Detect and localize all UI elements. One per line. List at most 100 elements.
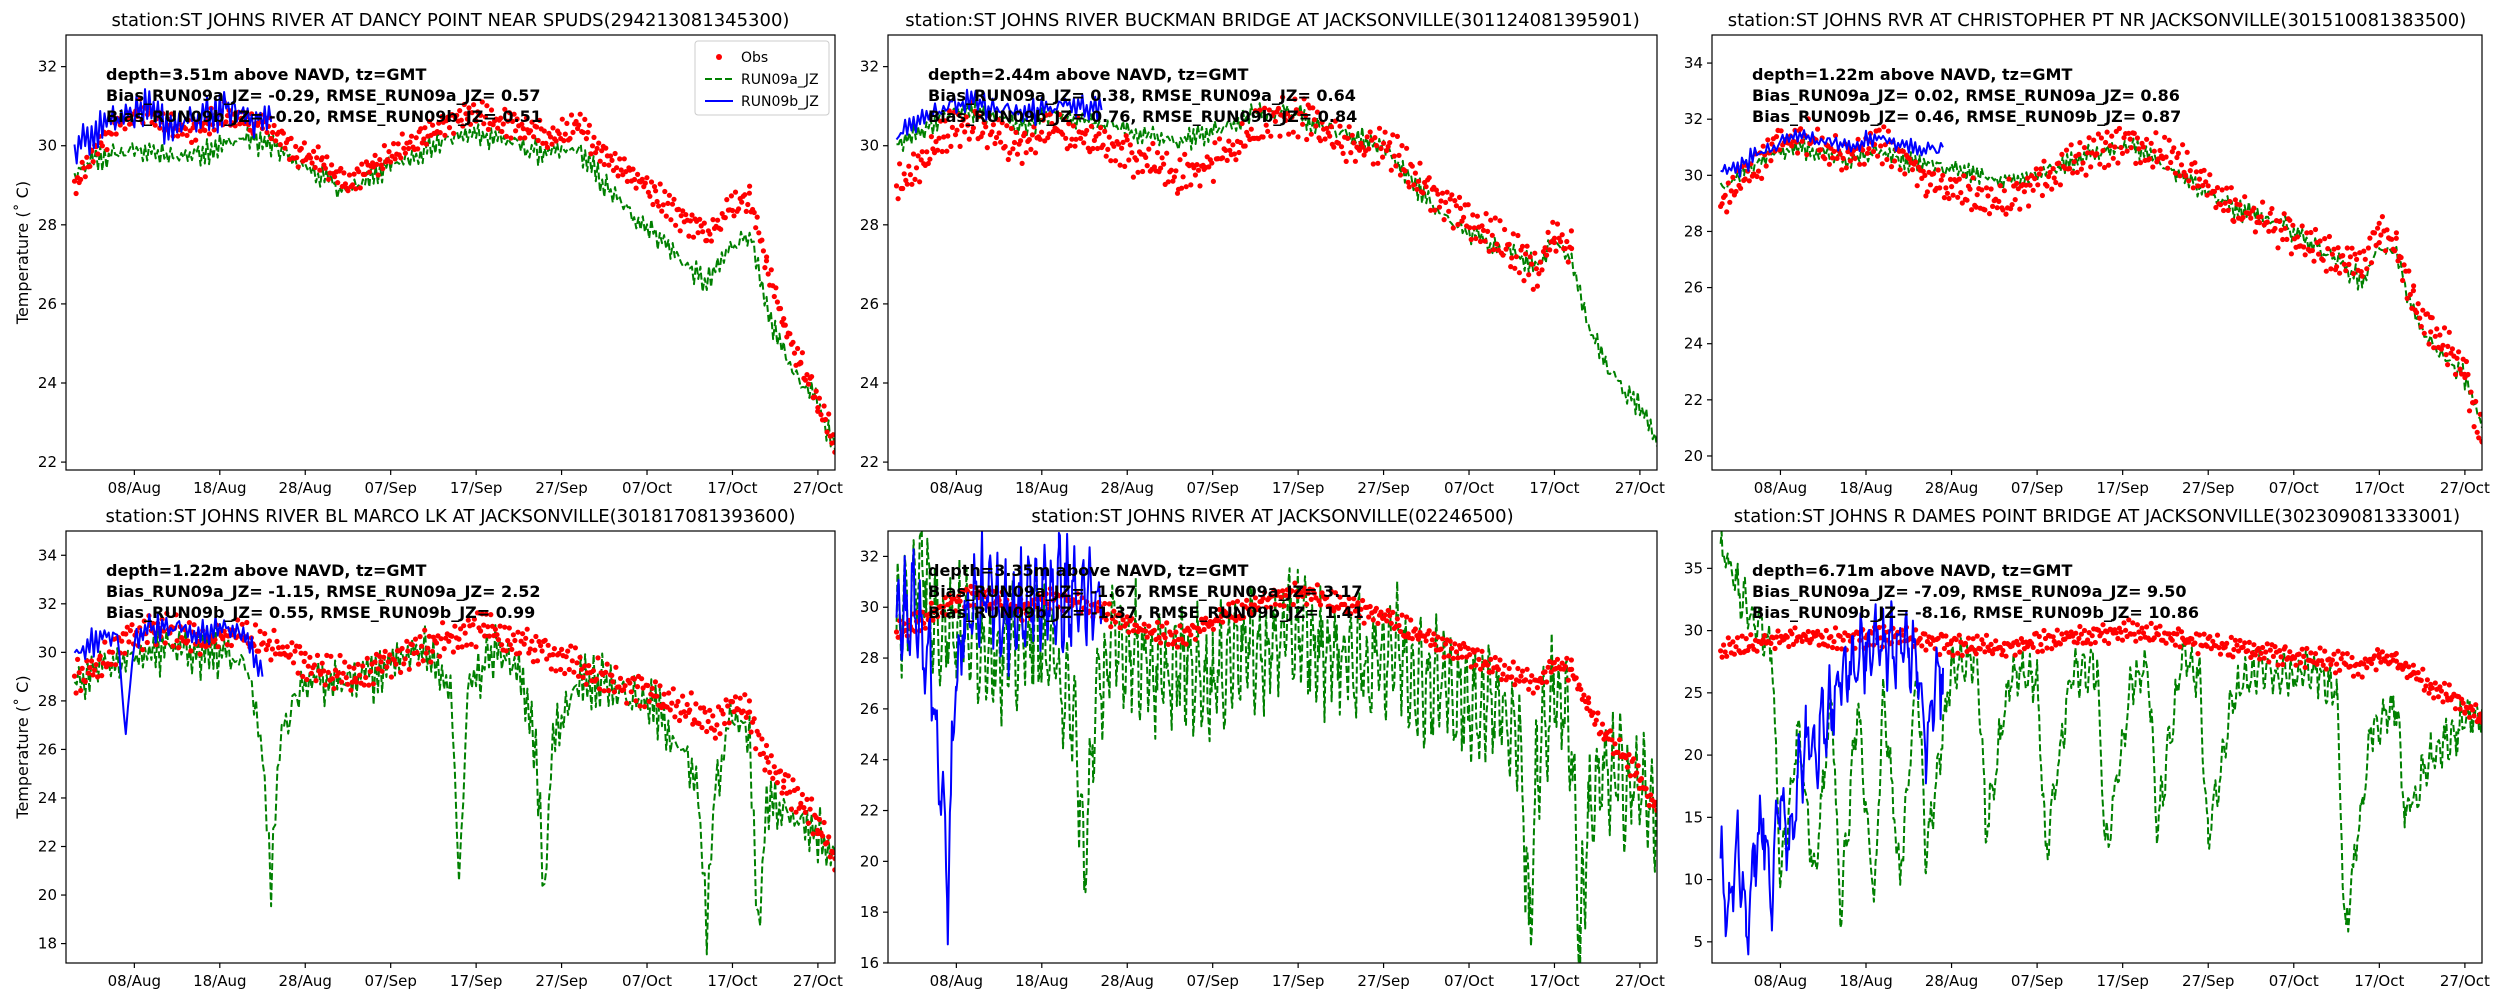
obs-point [1470,212,1476,218]
obs-point [534,124,540,130]
obs-point [1997,183,2003,189]
obs-point [2378,232,2384,238]
obs-point [2036,633,2042,640]
obs-point [1457,645,1464,652]
obs-point [1061,116,1067,123]
obs-point [193,137,199,143]
x-tick-label: 17/Sep [2096,479,2148,497]
obs-point [568,643,574,649]
obs-point [1432,641,1438,648]
obs-point [1536,271,1542,277]
obs-point [2029,640,2035,647]
obs-point [707,231,713,237]
obs-point [122,126,128,132]
obs-point [708,238,715,244]
y-axis-label: Temperature (˚ C) [13,181,32,325]
obs-point [1332,590,1338,596]
obs-point [1364,134,1370,140]
obs-point [1924,189,1930,195]
obs-point [2272,225,2278,232]
obs-point [639,176,645,182]
obs-point [289,640,295,646]
obs-point [252,622,259,628]
obs-point [237,121,243,127]
obs-point [2057,182,2063,188]
obs-point [1923,193,1929,199]
obs-point [1057,111,1063,118]
obs-point [1281,603,1287,609]
obs-point [125,115,131,121]
obs-point [224,642,230,648]
obs-point [1996,198,2002,204]
obs-point [715,217,721,223]
obs-point [812,394,818,400]
obs-point [550,652,556,658]
obs-point [1943,633,1949,639]
obs-point [239,621,245,627]
plot-area [893,88,1657,447]
obs-point [1564,238,1570,245]
obs-point [1822,156,1828,162]
obs-point [751,716,757,722]
obs-point [2401,262,2407,268]
obs-point [596,140,602,146]
obs-point [2211,188,2217,195]
chart-title: station:ST JOHNS RIVER AT DANCY POINT NE… [112,10,790,31]
obs-point [2275,245,2281,251]
obs-point [1310,105,1316,111]
obs-point [499,642,505,648]
obs-point [770,775,776,782]
obs-point [1248,126,1254,132]
obs-point [529,638,535,644]
obs-point [442,132,448,138]
y-tick-label: 24 [38,374,57,392]
obs-point [484,103,490,109]
x-tick-label: 27/Sep [535,972,587,990]
obs-point [357,672,363,678]
x-tick-label: 27/Oct [793,972,843,990]
obs-point [407,139,413,145]
obs-point [1527,679,1533,685]
obs-point [1103,153,1109,159]
obs-point [270,129,276,136]
obs-point [1378,609,1384,615]
obs-point [398,669,404,676]
obs-point [2432,680,2438,686]
obs-point [522,135,528,141]
obs-point [377,157,383,163]
x-tick-label: 07/Oct [622,972,672,990]
obs-point [2245,648,2251,654]
obs-point [1816,642,1822,648]
obs-point [1376,125,1383,131]
obs-point [773,285,779,291]
obs-point [1224,157,1230,163]
obs-point [2426,341,2432,347]
obs-point [2115,635,2121,642]
x-tick-label: 07/Sep [364,479,416,497]
obs-point [2118,629,2124,635]
obs-point [543,140,549,146]
obs-point [2166,631,2172,637]
obs-point [2127,136,2133,142]
obs-point [722,720,728,727]
obs-point [946,592,952,598]
obs-point [247,127,253,133]
obs-point [798,360,804,366]
obs-point [2452,706,2459,712]
x-tick-label: 07/Sep [364,972,416,990]
obs-point [644,175,650,181]
obs-point [753,225,759,231]
obs-point [2041,627,2047,634]
obs-point [661,691,667,697]
obs-point [544,144,551,150]
obs-point [795,785,801,792]
obs-point [1304,136,1310,143]
stats-annotation: Bias_RUN09a_JZ= -1.67, RMSE_RUN09a_JZ= 3… [928,582,1363,601]
obs-point [913,165,920,171]
obs-point [1381,140,1387,146]
obs-point [809,796,815,802]
obs-point [2003,653,2009,659]
obs-point [2338,656,2344,662]
obs-point [545,642,551,648]
obs-point [1500,252,1506,258]
